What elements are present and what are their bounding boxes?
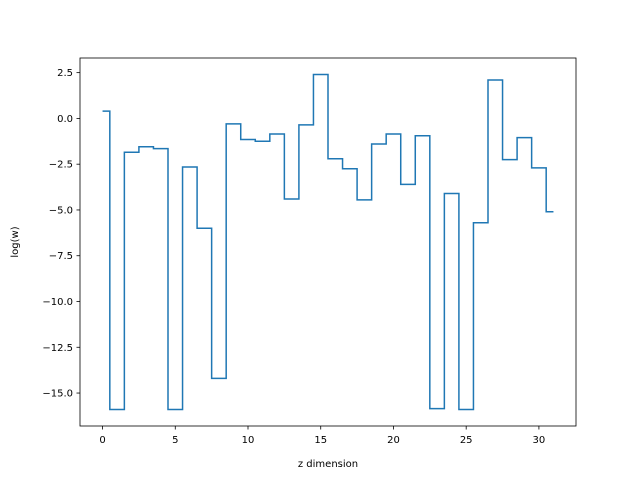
y-tick-label: 0.0 <box>57 114 73 125</box>
plot-area <box>102 73 554 411</box>
x-tick-label: 15 <box>314 435 327 446</box>
y-tick-label: −15.0 <box>42 389 73 400</box>
x-axis-label: z dimension <box>298 459 358 470</box>
x-tick-label: 5 <box>172 435 178 446</box>
series-line <box>102 73 554 411</box>
x-tick-label: 10 <box>242 435 255 446</box>
x-tick-label: 30 <box>533 435 546 446</box>
y-axis-label: log(w) <box>10 226 21 257</box>
y-axis: 2.5 0.0 −2.5 −5.0 −7.5 −10.0 −12.5 −15.0 <box>42 68 80 400</box>
x-tick-label: 0 <box>99 435 105 446</box>
x-axis: 0 5 10 15 20 25 30 <box>99 426 545 446</box>
y-tick-label: −5.0 <box>49 205 73 216</box>
x-tick-label: 25 <box>460 435 473 446</box>
y-tick-label: −2.5 <box>49 160 73 171</box>
axes-frame <box>79 57 577 427</box>
y-tick-label: 2.5 <box>57 68 73 79</box>
x-tick-label: 20 <box>387 435 400 446</box>
y-tick-label: −7.5 <box>49 251 73 262</box>
y-tick-label: −10.0 <box>42 297 73 308</box>
y-tick-label: −12.5 <box>42 343 73 354</box>
